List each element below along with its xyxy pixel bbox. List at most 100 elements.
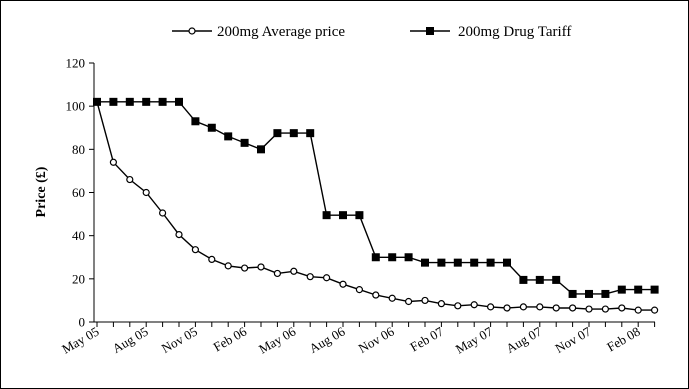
- y-axis-label: Price (£): [34, 166, 49, 217]
- data-point: [454, 302, 462, 310]
- data-point: [421, 258, 429, 267]
- data-point: [568, 304, 577, 312]
- data-point: [142, 97, 151, 106]
- data-point: [306, 129, 315, 138]
- series-200mg-average-price: [93, 98, 659, 314]
- series-line-200mg-drug-tariff: [97, 101, 655, 295]
- data-point: [519, 275, 528, 284]
- x-tick-label: Feb 07: [407, 323, 446, 354]
- x-tick-label: Nov 05: [159, 324, 200, 356]
- data-point: [536, 303, 544, 311]
- data-point: [126, 175, 134, 184]
- data-point: [208, 255, 216, 264]
- y-tick-label: 60: [72, 185, 85, 200]
- y-tick-label: 20: [72, 271, 85, 286]
- data-point: [339, 211, 347, 220]
- data-point: [486, 258, 495, 267]
- data-point: [355, 211, 364, 220]
- data-point: [241, 264, 249, 272]
- data-point: [158, 97, 167, 106]
- series-line-200mg-average-price: [96, 101, 655, 311]
- data-point: [519, 303, 528, 311]
- data-point: [552, 275, 561, 284]
- data-point: [273, 129, 282, 138]
- data-point: [585, 289, 593, 298]
- data-point: [109, 97, 118, 106]
- data-point: [93, 97, 101, 106]
- data-point: [257, 145, 265, 154]
- data-point: [191, 246, 199, 254]
- x-tick-label: May 07: [453, 323, 496, 356]
- legend-marker-drug-tariff: [426, 27, 434, 35]
- data-point: [323, 274, 331, 282]
- data-point: [568, 289, 577, 298]
- data-point: [388, 294, 396, 302]
- data-point: [487, 303, 495, 311]
- data-point: [617, 285, 626, 294]
- data-point: [634, 285, 643, 294]
- x-tick-label: Feb 08: [604, 324, 642, 355]
- data-point: [207, 123, 216, 132]
- series-200mg-drug-tariff: [93, 97, 659, 298]
- data-point: [405, 297, 413, 306]
- x-ticks: May 05 Aug 05 Nov 05 Feb 06 May 06 Aug 06 Nov …: [59, 322, 656, 357]
- data-point: [290, 267, 298, 275]
- x-tick-label: Nov 07: [553, 323, 594, 356]
- x-tick-label: May 06: [256, 323, 299, 356]
- data-point: [552, 304, 560, 312]
- y-tick-label: 0: [79, 315, 86, 330]
- data-point: [109, 158, 118, 166]
- data-point: [224, 132, 233, 141]
- data-point: [453, 258, 462, 267]
- data-point: [585, 305, 593, 313]
- data-point: [601, 289, 610, 298]
- x-tick-label: Aug 07: [503, 323, 544, 356]
- legend-label-drug-tariff: 200mg Drug Tariff: [458, 24, 571, 40]
- x-tick-label: Feb 06: [211, 323, 250, 354]
- y-ticks: 0 20 40 60 80 100 120: [66, 56, 94, 330]
- y-tick-label: 100: [66, 99, 86, 114]
- legend-label-average-price: 200mg Average price: [217, 24, 345, 40]
- data-point: [388, 253, 397, 262]
- y-tick-label: 40: [72, 228, 85, 243]
- data-point: [175, 230, 183, 239]
- data-point: [371, 253, 380, 262]
- y-tick-label: 80: [72, 142, 85, 157]
- legend-item-average-price: 200mg Average price: [172, 24, 345, 40]
- data-point: [224, 262, 232, 270]
- x-tick-label: Aug 05: [110, 324, 151, 356]
- legend: 200mg Average price 200mg Drug Tariff: [172, 24, 571, 40]
- data-point: [650, 285, 659, 294]
- data-point: [240, 138, 249, 147]
- data-point: [470, 258, 479, 267]
- data-point: [470, 301, 478, 309]
- data-point: [421, 296, 429, 305]
- legend-item-drug-tariff: 200mg Drug Tariff: [410, 24, 571, 40]
- data-point: [175, 97, 183, 106]
- data-point: [503, 304, 511, 312]
- series-group: [93, 97, 659, 314]
- data-point: [125, 97, 134, 106]
- data-point: [322, 211, 331, 220]
- data-point: [601, 305, 610, 313]
- legend-marker-average-price: [188, 27, 196, 35]
- data-point: [142, 188, 150, 197]
- data-point: [191, 117, 200, 126]
- data-point: [650, 306, 659, 314]
- data-point: [404, 253, 413, 262]
- x-tick-label: Nov 06: [356, 323, 397, 356]
- data-point: [634, 306, 642, 314]
- data-point: [372, 291, 380, 299]
- data-point: [273, 269, 281, 278]
- data-point: [618, 304, 626, 312]
- x-tick-label: Aug 06: [307, 323, 348, 356]
- data-point: [503, 258, 511, 267]
- data-point: [535, 275, 544, 284]
- data-point: [306, 273, 314, 281]
- data-point: [355, 286, 363, 294]
- y-tick-label: 120: [66, 56, 86, 71]
- data-point: [159, 209, 167, 217]
- data-point: [437, 258, 446, 267]
- data-point: [289, 129, 298, 138]
